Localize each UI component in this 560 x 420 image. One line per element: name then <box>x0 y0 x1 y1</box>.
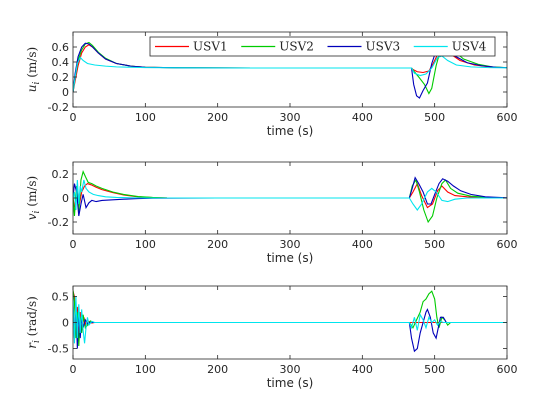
x-tick-label: 0 <box>70 363 77 376</box>
x-tick-label: 600 <box>497 238 518 251</box>
y-tick-label: 0.6 <box>52 41 70 54</box>
y-axis-label: vi (m/s) <box>25 176 42 220</box>
x-tick-label: 600 <box>497 363 518 376</box>
y-axis-label-symbol: u <box>25 84 39 92</box>
legend-label-usv3: USV3 <box>366 40 401 54</box>
x-tick-label: 0 <box>70 111 77 124</box>
x-tick-label: 100 <box>135 111 156 124</box>
x-tick-label: 400 <box>352 363 373 376</box>
x-axis-label: time (s) <box>267 124 314 138</box>
y-axis-label-symbol: v <box>25 213 39 220</box>
x-tick-label: 0 <box>70 238 77 251</box>
x-tick-label: 500 <box>424 238 445 251</box>
y-tick-label: 0 <box>62 317 69 330</box>
x-axis-label: time (s) <box>267 376 314 390</box>
y-tick-label: -0.5 <box>48 343 69 356</box>
x-tick-label: 400 <box>352 238 373 251</box>
x-tick-label: 100 <box>135 363 156 376</box>
legend-label-usv4: USV4 <box>452 40 487 54</box>
x-tick-label: 200 <box>207 238 228 251</box>
y-tick-label: 0 <box>62 86 69 99</box>
series-line-usv4 <box>73 179 507 211</box>
y-axis-label-unit: (m/s) <box>25 176 39 211</box>
x-tick-label: 600 <box>497 111 518 124</box>
series-line-usv4 <box>73 296 507 344</box>
y-axis-label-subscript: i <box>32 210 42 213</box>
y-tick-label: 0.4 <box>52 56 70 69</box>
legend-box <box>149 36 496 57</box>
y-tick-label: 0 <box>62 192 69 205</box>
y-tick-label: 0.5 <box>52 290 70 303</box>
series-line-usv4 <box>73 55 507 93</box>
x-tick-label: 200 <box>207 363 228 376</box>
y-axis-label-subscript: i <box>32 81 42 84</box>
x-tick-label: 500 <box>424 111 445 124</box>
y-axis-label-symbol: r <box>25 342 39 349</box>
legend-label-usv1: USV1 <box>193 40 228 54</box>
y-axis-label: ui (m/s) <box>25 47 42 92</box>
x-tick-label: 300 <box>280 238 301 251</box>
y-axis-label-unit: (rad/s) <box>25 296 39 340</box>
x-tick-label: 200 <box>207 111 228 124</box>
x-tick-label: 500 <box>424 363 445 376</box>
x-tick-label: 300 <box>280 111 301 124</box>
x-axis-label: time (s) <box>267 251 314 265</box>
legend: USV1 USV2 USV3 USV4 <box>149 36 496 57</box>
y-tick-label: 0.2 <box>52 168 70 181</box>
y-tick-label: -0.2 <box>48 101 69 114</box>
y-tick-label: -0.2 <box>48 216 69 229</box>
x-tick-label: 400 <box>352 111 373 124</box>
y-axis-label-subscript: i <box>32 340 42 343</box>
x-tick-label: 300 <box>280 363 301 376</box>
x-tick-label: 100 <box>135 238 156 251</box>
legend-label-usv2: USV2 <box>279 40 314 54</box>
y-axis-label-unit: (m/s) <box>25 47 39 82</box>
y-axis-label: ri (rad/s) <box>25 296 42 349</box>
y-tick-label: 0.2 <box>52 71 70 84</box>
